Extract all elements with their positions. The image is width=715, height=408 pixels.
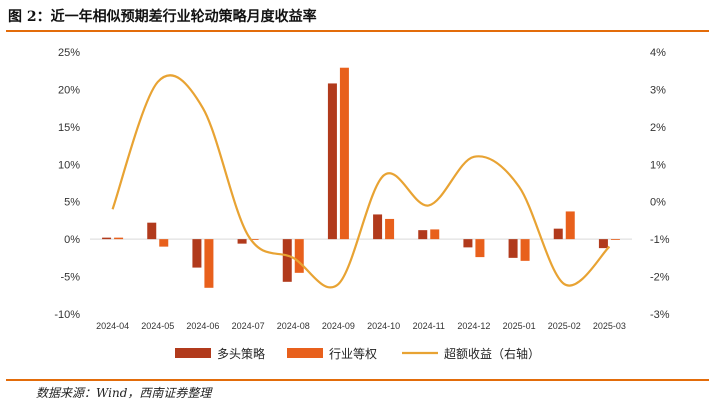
y-right-tick-label: 1%: [650, 159, 666, 171]
y-right-tick-label: 3%: [650, 84, 666, 96]
y-right-tick-label: -1%: [650, 234, 670, 246]
bar-strategy: [598, 239, 608, 249]
x-tick-label: 2024-06: [186, 321, 219, 331]
chart-title: 图 2：近一年相似预期差行业轮动策略月度收益率: [8, 9, 317, 25]
y-right-tick-label: 4%: [650, 47, 666, 59]
legend: 多头策略 行业等权 超额收益（右轴）: [175, 346, 540, 361]
x-tick-label: 2024-05: [141, 321, 174, 331]
x-tick-label: 2025-01: [503, 321, 536, 331]
bar-industry: [385, 218, 395, 240]
bar-industry: [294, 239, 304, 273]
bar-industry: [249, 239, 259, 240]
y-left-tick-label: 0%: [64, 234, 80, 246]
x-tick-label: 2024-09: [322, 321, 355, 331]
y-left-tick-label: 5%: [64, 197, 80, 209]
bar-strategy: [327, 83, 337, 240]
x-tick-label: 2024-11: [413, 321, 445, 331]
y-right-tick-label: -2%: [650, 272, 670, 284]
bar-industry: [430, 229, 440, 240]
excess-line-series: [111, 74, 611, 289]
y-left-tick-label: -5%: [60, 272, 80, 284]
y-left-tick-label: 25%: [58, 47, 80, 59]
x-tick-label: 2024-10: [367, 321, 400, 331]
bar-series: [102, 67, 620, 288]
bar-industry: [565, 211, 575, 240]
bar-strategy: [237, 239, 247, 244]
y-left-tick-label: 20%: [58, 84, 80, 96]
bar-strategy: [192, 239, 202, 268]
bar-strategy: [147, 222, 157, 240]
y-left-tick-label: 10%: [58, 159, 80, 171]
bar-strategy: [508, 239, 518, 258]
bar-strategy: [418, 230, 428, 240]
bar-strategy: [463, 239, 473, 248]
top-rule: [6, 30, 709, 32]
bar-strategy: [282, 239, 292, 282]
bar-strategy: [373, 214, 383, 240]
legend-label-excess: 超额收益（右轴）: [444, 346, 540, 361]
bar-industry: [475, 239, 485, 258]
axis-labels: 25% 20% 15% 10% 5% 0% -5% -10% 4% 3% 2% 1% 0% -1% -2% -…: [54, 47, 669, 331]
legend-swatch-strategy: [175, 348, 211, 358]
legend-swatch-industry: [287, 348, 323, 358]
x-tick-label: 2024-08: [277, 321, 310, 331]
source-note: 数据来源：Wind，西南证券整理: [36, 386, 212, 400]
bottom-rule: [6, 379, 709, 381]
excess-return-line: [111, 74, 611, 289]
y-left-tick-label: 15%: [58, 122, 80, 134]
y-right-tick-label: 0%: [650, 197, 666, 209]
y-right-tick-label: -3%: [650, 309, 670, 321]
y-right-tick-label: 2%: [650, 122, 666, 134]
x-tick-label: 2024-07: [232, 321, 265, 331]
bar-industry: [610, 239, 620, 240]
bar-strategy: [553, 228, 563, 240]
legend-label-industry: 行业等权: [329, 347, 377, 361]
y-left-tick-label: -10%: [54, 309, 80, 321]
x-tick-label: 2025-03: [593, 321, 626, 331]
bar-industry: [339, 67, 349, 240]
bar-strategy: [102, 237, 112, 240]
x-tick-label: 2024-12: [457, 321, 490, 331]
x-tick-label: 2025-02: [548, 321, 581, 331]
bar-industry: [159, 239, 169, 247]
bar-industry: [114, 237, 124, 240]
x-tick-label: 2024-04: [96, 321, 129, 331]
bar-industry: [520, 239, 530, 261]
legend-label-strategy: 多头策略: [217, 346, 265, 361]
bar-industry: [204, 239, 214, 288]
